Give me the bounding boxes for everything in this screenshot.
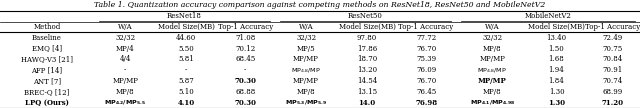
Text: 4/4: 4/4 — [120, 55, 131, 63]
Text: 70.75: 70.75 — [602, 45, 622, 53]
Text: 76.09: 76.09 — [416, 66, 436, 74]
Text: 68.88: 68.88 — [235, 88, 255, 96]
Text: 32/32: 32/32 — [296, 34, 316, 42]
Text: Top-1 Accuracy: Top-1 Accuracy — [399, 23, 454, 31]
Text: MP/8: MP/8 — [483, 45, 502, 53]
Text: 44.60: 44.60 — [176, 34, 196, 42]
Text: W/A: W/A — [299, 23, 314, 31]
Text: W/A: W/A — [485, 23, 499, 31]
Text: $\mathrm{MP_{4.8}/MP}$: $\mathrm{MP_{4.8}/MP}$ — [291, 66, 321, 75]
Text: $\mathbf{MP_{5.3}/MP_{5.9}}$: $\mathbf{MP_{5.3}/MP_{5.9}}$ — [285, 98, 327, 107]
Text: Top-1 Accuracy: Top-1 Accuracy — [584, 23, 640, 31]
Text: 1.84: 1.84 — [548, 77, 564, 85]
Text: BREC-Q [12]: BREC-Q [12] — [24, 88, 70, 96]
Text: 1.94: 1.94 — [548, 66, 564, 74]
Text: $\mathbf{MP_{4.1}/MP_{4.98}}$: $\mathbf{MP_{4.1}/MP_{4.98}}$ — [470, 98, 515, 107]
Text: MobileNetV2: MobileNetV2 — [524, 12, 572, 20]
Text: 97.80: 97.80 — [357, 34, 377, 42]
Text: 68.99: 68.99 — [602, 88, 622, 96]
Text: MP/MP: MP/MP — [112, 77, 138, 85]
Text: 70.30: 70.30 — [234, 77, 256, 85]
Text: 14.0: 14.0 — [358, 99, 376, 107]
Text: AFP [14]: AFP [14] — [31, 66, 63, 74]
Text: ResNet18: ResNet18 — [167, 12, 202, 20]
Text: 70.30: 70.30 — [234, 99, 256, 107]
Text: MP/MP: MP/MP — [478, 77, 506, 85]
Text: -: - — [124, 66, 127, 74]
Text: 14.54: 14.54 — [357, 77, 377, 85]
Text: MP/8: MP/8 — [297, 88, 316, 96]
Text: MP/5: MP/5 — [297, 45, 316, 53]
Text: 70.91: 70.91 — [602, 66, 622, 74]
Text: 76.70: 76.70 — [416, 77, 436, 85]
Text: -: - — [244, 66, 246, 74]
Text: 1.68: 1.68 — [548, 55, 564, 63]
Text: 32/32: 32/32 — [115, 34, 135, 42]
Text: MP/8: MP/8 — [483, 88, 502, 96]
Text: 71.08: 71.08 — [235, 34, 255, 42]
Text: 13.20: 13.20 — [357, 66, 377, 74]
Text: LPQ (Ours): LPQ (Ours) — [25, 99, 69, 107]
Text: MP/MP: MP/MP — [293, 55, 319, 63]
Text: 70.84: 70.84 — [602, 55, 622, 63]
Text: Model Size(MB): Model Size(MB) — [157, 23, 214, 31]
Text: 5.81: 5.81 — [178, 55, 194, 63]
Text: W/A: W/A — [118, 23, 132, 31]
Text: Model Size(MB): Model Size(MB) — [339, 23, 396, 31]
Text: 71.20: 71.20 — [601, 99, 623, 107]
Text: ANT [7]: ANT [7] — [33, 77, 61, 85]
Text: 76.98: 76.98 — [415, 99, 437, 107]
Text: MP/4: MP/4 — [116, 45, 134, 53]
Text: 76.70: 76.70 — [416, 45, 436, 53]
Text: Table 1. Quantization accuracy comparison against competing methods on ResNet18,: Table 1. Quantization accuracy compariso… — [94, 1, 546, 9]
Text: Method: Method — [33, 23, 61, 31]
Text: ResNet50: ResNet50 — [348, 12, 383, 20]
Text: 32/32: 32/32 — [482, 34, 502, 42]
Text: HAWQ-V3 [21]: HAWQ-V3 [21] — [21, 55, 73, 63]
Text: Model Size(MB): Model Size(MB) — [528, 23, 585, 31]
Text: 4.10: 4.10 — [177, 99, 195, 107]
Text: 70.12: 70.12 — [235, 45, 255, 53]
Text: 68.45: 68.45 — [235, 55, 255, 63]
Text: 75.39: 75.39 — [416, 55, 436, 63]
Text: -: - — [185, 66, 188, 74]
Text: EMQ [4]: EMQ [4] — [32, 45, 62, 53]
Text: 72.49: 72.49 — [602, 34, 622, 42]
Text: 1.30: 1.30 — [548, 88, 564, 96]
Text: MP/MP: MP/MP — [479, 55, 505, 63]
Text: MP/8: MP/8 — [116, 88, 134, 96]
Text: $\mathbf{MP_{4.2}/MP_{5.5}}$: $\mathbf{MP_{4.2}/MP_{5.5}}$ — [104, 98, 146, 107]
Text: 18.70: 18.70 — [357, 55, 377, 63]
Text: 13.40: 13.40 — [547, 34, 566, 42]
Text: 5.10: 5.10 — [178, 88, 194, 96]
Text: $\mathrm{MP_{4.8}/MP}$: $\mathrm{MP_{4.8}/MP}$ — [477, 66, 507, 75]
Text: 5.87: 5.87 — [178, 77, 194, 85]
Text: MP/MP: MP/MP — [293, 77, 319, 85]
Text: 77.72: 77.72 — [416, 34, 436, 42]
Text: 13.15: 13.15 — [357, 88, 377, 96]
Text: 1.50: 1.50 — [548, 45, 564, 53]
Text: Baseline: Baseline — [32, 34, 62, 42]
Text: 76.45: 76.45 — [416, 88, 436, 96]
Text: 1.30: 1.30 — [548, 99, 565, 107]
Text: Top-1 Accuracy: Top-1 Accuracy — [218, 23, 273, 31]
Text: 70.74: 70.74 — [602, 77, 622, 85]
Text: 17.86: 17.86 — [357, 45, 377, 53]
Text: 5.50: 5.50 — [178, 45, 194, 53]
